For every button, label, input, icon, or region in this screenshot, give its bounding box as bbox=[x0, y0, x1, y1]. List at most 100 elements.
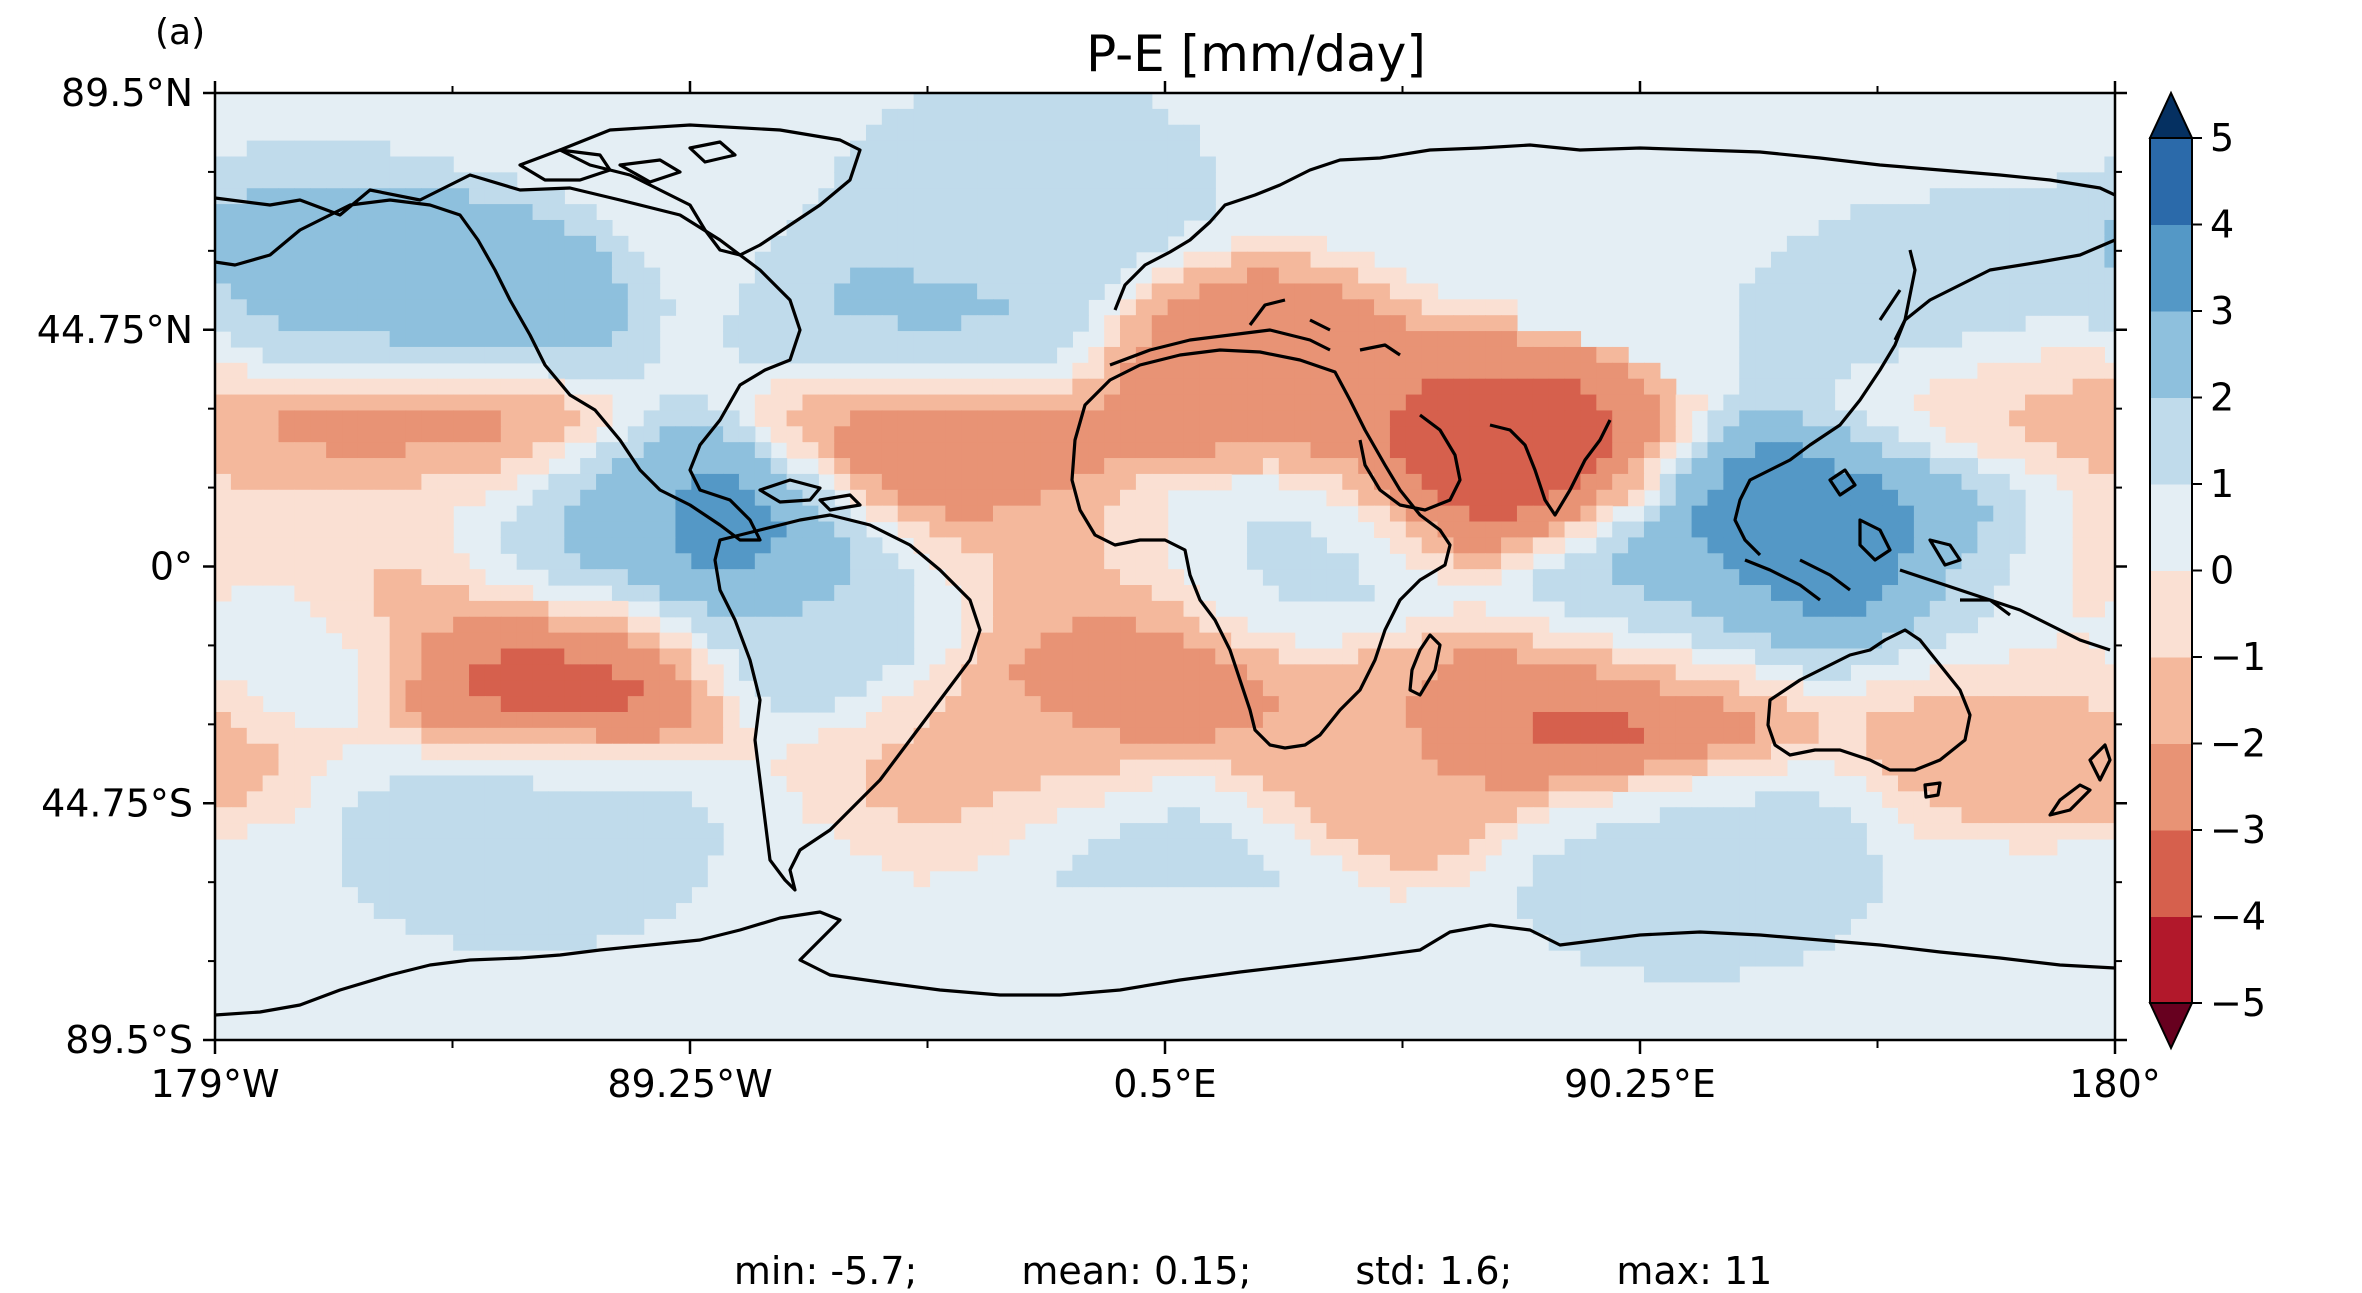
field-cell bbox=[1898, 505, 1915, 523]
colorbar-segment bbox=[2150, 484, 2192, 571]
field-cell bbox=[1707, 600, 1724, 618]
field-cell bbox=[1247, 283, 1264, 300]
field-cell bbox=[516, 664, 534, 681]
field-cell bbox=[2072, 235, 2090, 253]
field-cell bbox=[1532, 870, 1550, 888]
coastline-arabia bbox=[1358, 413, 1462, 512]
field-cell bbox=[516, 537, 534, 554]
field-cell bbox=[850, 521, 867, 538]
field-cell bbox=[1723, 807, 1740, 824]
field-cell bbox=[1532, 362, 1550, 380]
field-cell bbox=[945, 537, 962, 554]
field-cell bbox=[1723, 537, 1740, 554]
field-cell bbox=[2104, 664, 2115, 681]
field-cell bbox=[548, 664, 565, 681]
field-cell bbox=[357, 346, 375, 364]
field-cell bbox=[627, 854, 645, 872]
field-cell bbox=[484, 823, 502, 840]
field-cell bbox=[2088, 648, 2106, 665]
field-cell bbox=[342, 188, 359, 205]
field-cell bbox=[1898, 204, 1915, 221]
field-cell bbox=[1453, 759, 1470, 777]
field-cell bbox=[1024, 93, 1042, 110]
field-cell bbox=[786, 759, 804, 777]
field-cell bbox=[1231, 854, 1248, 872]
field-cell bbox=[1437, 775, 1455, 792]
field-cell bbox=[1643, 965, 1661, 983]
field-cell bbox=[484, 616, 502, 634]
field-cell bbox=[230, 823, 248, 840]
field-cell bbox=[1945, 219, 1963, 237]
field-cell bbox=[802, 299, 819, 316]
field-cell bbox=[723, 632, 740, 650]
field-cell bbox=[1786, 838, 1804, 856]
field-cell bbox=[230, 743, 248, 761]
field-cell bbox=[580, 299, 597, 316]
field-cell bbox=[2072, 283, 2090, 300]
field-cell bbox=[1882, 553, 1899, 570]
field-cell bbox=[1929, 727, 1947, 745]
field-cell bbox=[1135, 743, 1153, 761]
field-cell bbox=[1342, 458, 1359, 475]
field-cell bbox=[1612, 759, 1629, 777]
field-cell bbox=[1056, 537, 1073, 554]
field-cell bbox=[1532, 680, 1550, 697]
field-cell bbox=[500, 315, 518, 332]
field-cell bbox=[897, 743, 915, 761]
field-cell bbox=[1374, 505, 1391, 523]
field-cell bbox=[405, 172, 423, 189]
field-cell bbox=[1485, 664, 1502, 681]
field-cell bbox=[373, 426, 391, 443]
field-cell bbox=[1802, 616, 1820, 634]
field-cell bbox=[516, 632, 534, 650]
field-cell bbox=[1770, 743, 1788, 761]
field-cell bbox=[278, 727, 295, 745]
field-cell bbox=[1088, 172, 1105, 189]
field-cell bbox=[786, 410, 804, 427]
field-cell bbox=[1183, 442, 1200, 459]
field-cell bbox=[548, 251, 565, 269]
field-cell bbox=[1628, 727, 1645, 745]
field-cell bbox=[564, 743, 581, 761]
field-cell bbox=[992, 680, 1010, 697]
field-cell bbox=[1786, 362, 1804, 380]
field-cell bbox=[675, 458, 692, 475]
field-cell bbox=[1929, 283, 1947, 300]
field-cell bbox=[2009, 743, 2026, 761]
field-cell bbox=[1961, 188, 1978, 205]
field-cell bbox=[1691, 950, 1709, 967]
field-cell bbox=[834, 235, 851, 253]
field-cell bbox=[469, 473, 486, 491]
field-cell bbox=[850, 743, 867, 761]
field-cell bbox=[1215, 727, 1232, 745]
field-cell bbox=[453, 934, 470, 951]
field-cell bbox=[1755, 394, 1772, 412]
field-cell bbox=[1247, 553, 1264, 570]
field-cell bbox=[1866, 743, 1883, 761]
field-cell bbox=[1993, 569, 2010, 586]
field-cell bbox=[913, 315, 931, 332]
field-cell bbox=[1770, 283, 1788, 300]
field-cell bbox=[1326, 442, 1343, 459]
field-cell bbox=[1120, 759, 1137, 777]
field-cell bbox=[1151, 283, 1169, 300]
field-cell bbox=[1262, 648, 1280, 665]
field-cell bbox=[643, 331, 661, 348]
field-cell bbox=[596, 331, 613, 348]
field-cell bbox=[786, 235, 804, 253]
field-cell bbox=[1723, 870, 1740, 888]
field-cell bbox=[834, 632, 851, 650]
field-cell bbox=[373, 394, 391, 412]
field-cell bbox=[246, 172, 264, 189]
field-cell bbox=[1643, 362, 1661, 380]
field-cell bbox=[881, 156, 899, 173]
field-cell bbox=[1755, 743, 1772, 761]
field-cell bbox=[1564, 600, 1582, 618]
field-cell bbox=[389, 156, 407, 173]
field-cell bbox=[977, 807, 994, 824]
field-cell bbox=[977, 521, 994, 538]
field-cell bbox=[453, 664, 470, 681]
field-cell bbox=[1183, 870, 1200, 888]
field-cell bbox=[1882, 759, 1899, 777]
field-cell bbox=[516, 743, 534, 761]
